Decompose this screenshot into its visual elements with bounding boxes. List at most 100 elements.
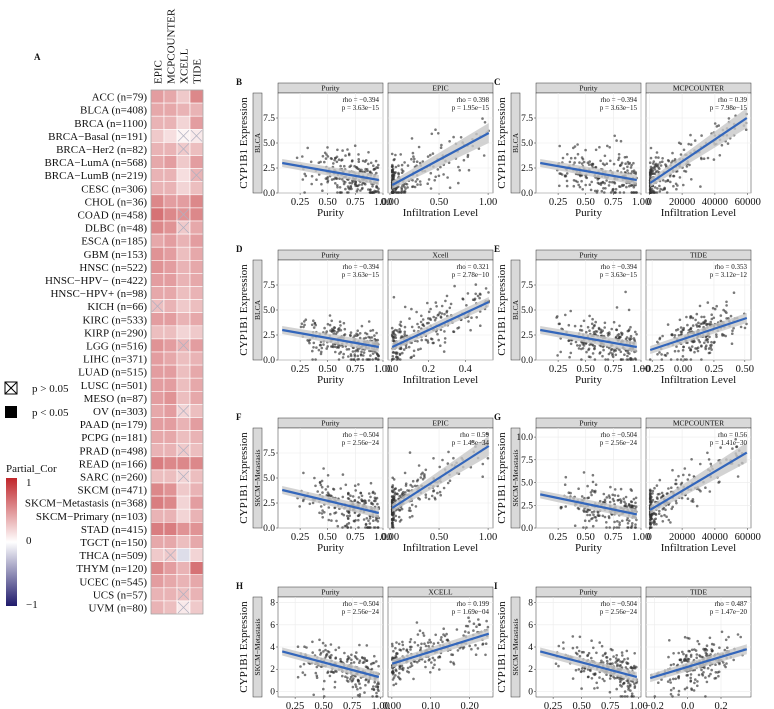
data-point <box>605 521 608 524</box>
data-point <box>717 124 720 127</box>
data-point <box>626 169 629 172</box>
x-tick-label: 0.2 <box>422 364 435 375</box>
data-point <box>679 326 683 329</box>
data-point <box>340 178 344 181</box>
heatmap-cell <box>176 430 191 445</box>
data-point <box>350 187 353 191</box>
data-point <box>677 141 681 145</box>
data-point <box>295 156 299 160</box>
regression-line <box>649 648 748 680</box>
data-point <box>400 493 404 497</box>
data-point <box>377 354 381 358</box>
data-point <box>374 357 378 361</box>
data-point <box>693 350 696 354</box>
data-point <box>364 167 367 171</box>
data-point <box>367 499 371 502</box>
data-point <box>674 677 677 681</box>
data-point <box>311 358 314 361</box>
data-point <box>352 661 356 664</box>
data-point <box>390 326 394 330</box>
data-point <box>672 677 675 681</box>
x-tick-label: 1.00 <box>630 701 648 709</box>
data-point <box>356 358 359 361</box>
data-point <box>351 350 355 353</box>
data-point <box>390 500 394 504</box>
rho-annotation: rho = 0.321 <box>456 263 489 271</box>
data-point <box>335 519 338 523</box>
data-point <box>455 628 459 631</box>
data-point <box>697 673 701 677</box>
data-point <box>358 661 361 664</box>
p-annotation: p = 1.41e−30 <box>710 439 748 447</box>
data-point <box>338 327 341 330</box>
data-point <box>356 514 360 518</box>
data-point <box>739 635 742 639</box>
data-point <box>372 526 376 529</box>
data-point <box>321 154 325 158</box>
y-tick-label: 0 <box>528 687 533 697</box>
data-point <box>443 312 446 316</box>
data-point <box>576 506 580 510</box>
data-point <box>710 650 714 653</box>
data-point <box>580 358 583 361</box>
data-point <box>577 649 581 653</box>
data-point <box>594 165 598 169</box>
data-point <box>326 671 329 675</box>
data-point <box>690 648 694 652</box>
data-point <box>665 191 669 194</box>
data-point <box>484 642 488 645</box>
data-point <box>413 641 417 644</box>
data-point <box>429 307 432 311</box>
data-point <box>402 348 406 351</box>
data-point <box>632 169 636 172</box>
data-point <box>391 484 395 487</box>
data-point <box>699 655 702 658</box>
data-point <box>428 658 431 661</box>
data-point <box>437 132 440 135</box>
data-point <box>707 674 711 678</box>
data-point <box>719 446 722 449</box>
data-point <box>367 526 370 529</box>
x-tick-label: 40000 <box>702 197 728 208</box>
data-point <box>618 523 621 527</box>
data-point <box>336 148 339 152</box>
data-point <box>311 349 314 353</box>
facet-strip-label: Purity <box>321 419 340 428</box>
heatmap-cell <box>176 246 191 261</box>
dataset-strip-label: SKCM−Metastasis <box>511 618 520 675</box>
data-point <box>349 331 353 334</box>
data-point <box>417 464 421 467</box>
data-point <box>338 186 342 189</box>
data-point <box>326 650 330 653</box>
data-point <box>353 655 357 658</box>
heatmap-cell <box>163 168 178 183</box>
data-point <box>368 522 372 525</box>
data-point <box>344 483 348 487</box>
heatmap-ns-cross <box>177 208 190 221</box>
panel-label: B <box>236 77 242 87</box>
data-point <box>612 187 615 191</box>
data-point <box>561 156 565 160</box>
data-point <box>651 492 654 495</box>
data-point <box>624 502 627 506</box>
data-point <box>375 185 378 189</box>
data-point <box>482 154 486 157</box>
heatmap-cell <box>163 404 178 418</box>
heatmap-cell <box>150 430 165 445</box>
heatmap-cell <box>163 115 178 130</box>
data-point <box>323 160 326 164</box>
x-tick-label: 0.0 <box>681 701 694 709</box>
panel-label: H <box>236 581 243 591</box>
data-point <box>710 340 713 344</box>
data-point <box>408 516 412 519</box>
data-point <box>688 637 691 640</box>
data-point <box>344 675 347 678</box>
data-point <box>476 294 480 298</box>
data-point <box>598 352 601 355</box>
dataset-strip <box>510 259 521 361</box>
data-point <box>658 509 661 513</box>
